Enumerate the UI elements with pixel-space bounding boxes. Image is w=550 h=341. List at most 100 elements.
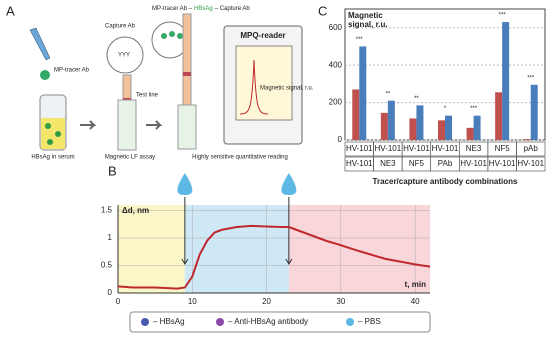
x-tick-label: HV-101 [489, 159, 516, 168]
bar [416, 105, 424, 140]
region [118, 205, 185, 293]
x-axis-label: t, min [405, 280, 426, 289]
bar [359, 46, 367, 140]
complex [161, 33, 167, 39]
panel-label: A [6, 3, 15, 18]
region [184, 205, 289, 293]
bar [495, 92, 503, 140]
x-tick-label: HV-101 [346, 144, 373, 153]
tube [177, 104, 197, 150]
x-tick-label: HV-101 [375, 144, 402, 153]
x-axis-label: Tracer/capture antibody combinations [373, 177, 518, 186]
test-line [183, 72, 191, 76]
significance: *** [527, 75, 535, 81]
y-axis-label: Δd, nm [122, 206, 149, 215]
bar [523, 139, 531, 140]
x-tick-label: NE3 [380, 159, 396, 168]
caption: HBsAg in serum [31, 155, 74, 161]
arrow [80, 120, 97, 130]
drop [281, 173, 297, 195]
antibodies: YYY [118, 53, 130, 59]
reader-screen [235, 45, 293, 121]
significance: *** [499, 13, 507, 19]
mp-tracer [40, 70, 50, 80]
bar [387, 100, 395, 140]
label: MP-tracer Ab – [152, 6, 193, 12]
tube [117, 99, 137, 151]
bar [502, 22, 510, 141]
category-cell [516, 156, 546, 172]
legend-icon [346, 318, 354, 326]
particle [55, 131, 61, 137]
x-tick-label: pAb [524, 144, 539, 153]
x-tick-label: 20 [262, 297, 271, 306]
significance: *** [470, 106, 478, 112]
legend-icon [216, 318, 224, 326]
bar [409, 118, 417, 140]
label: MP-tracer Ab [54, 68, 90, 74]
bar [530, 84, 538, 140]
significance: ** [386, 91, 391, 97]
significance: * [444, 106, 447, 112]
arrow [146, 120, 163, 130]
legend-label: – Anti-HBsAg antibody [228, 317, 308, 326]
y-tick-label: 0 [108, 288, 113, 297]
y-tick-label: 0.5 [101, 261, 113, 270]
x-tick-label: NE3 [466, 144, 482, 153]
y-tick-label: 1.5 [101, 206, 113, 215]
reader-title: MPQ-reader [240, 31, 285, 40]
bar [380, 112, 388, 140]
panel-label: C [318, 3, 327, 18]
label: MP-tracer Ab – HBsAg – Capture Ab [152, 6, 250, 12]
event-arrowhead [181, 258, 189, 265]
label: Test line [136, 93, 159, 99]
significance: ** [414, 96, 419, 102]
bar [445, 115, 452, 140]
zoom [106, 36, 144, 74]
pipette [29, 27, 51, 61]
label: Magnetic signal, r.u. [260, 86, 314, 92]
serum [41, 118, 65, 149]
event-arrowhead [285, 258, 293, 265]
x-tick-label: HV-101 [346, 159, 373, 168]
complex [177, 33, 183, 39]
significance: *** [356, 37, 364, 43]
line-chart: 0 0.5 1 1.5 0 10 20 30 40 Δd, nm t, min – HBsAg – An… [101, 173, 431, 333]
y-axis-label: Magnetic [348, 11, 383, 20]
y-tick-label: 400 [329, 60, 343, 69]
y-tick-label: 600 [329, 23, 343, 32]
x-tick-label: HV-101 [403, 144, 430, 153]
particle [45, 123, 51, 129]
y-axis-label: signal, r.u. [348, 20, 388, 29]
label: – Capture Ab [215, 6, 251, 12]
category-cell [516, 141, 546, 157]
x-tick-label: NF5 [409, 159, 425, 168]
legend-label: – PBS [358, 317, 381, 326]
x-tick-label: PAb [438, 159, 453, 168]
label: Capture Ab [105, 24, 136, 30]
drop [177, 173, 193, 195]
panel-a: MP-tracer Ab Capture Ab YYY Test line MP… [29, 6, 314, 161]
line [117, 224, 431, 290]
legend-icon [141, 318, 149, 326]
legend-label: – HBsAg [153, 317, 185, 326]
y-tick-label: 1 [108, 233, 113, 242]
x-tick-label: 30 [336, 297, 345, 306]
y-tick-label: 200 [329, 98, 343, 107]
region [288, 205, 430, 293]
bar [466, 127, 474, 140]
x-tick-label: 0 [116, 297, 121, 306]
bar [438, 120, 445, 140]
x-tick-label: HV-101 [517, 159, 544, 168]
legend-box [129, 311, 431, 333]
x-tick-label: HV-101 [460, 159, 487, 168]
x-tick-label: HV-101 [432, 144, 459, 153]
x-tick-label: 10 [188, 297, 197, 306]
caption: Highly sensitive quantitative reading [192, 155, 288, 161]
complex [169, 31, 175, 37]
x-tick-label: NF5 [495, 144, 511, 153]
bar [352, 89, 360, 140]
caption: Magnetic LF assay [105, 155, 155, 161]
